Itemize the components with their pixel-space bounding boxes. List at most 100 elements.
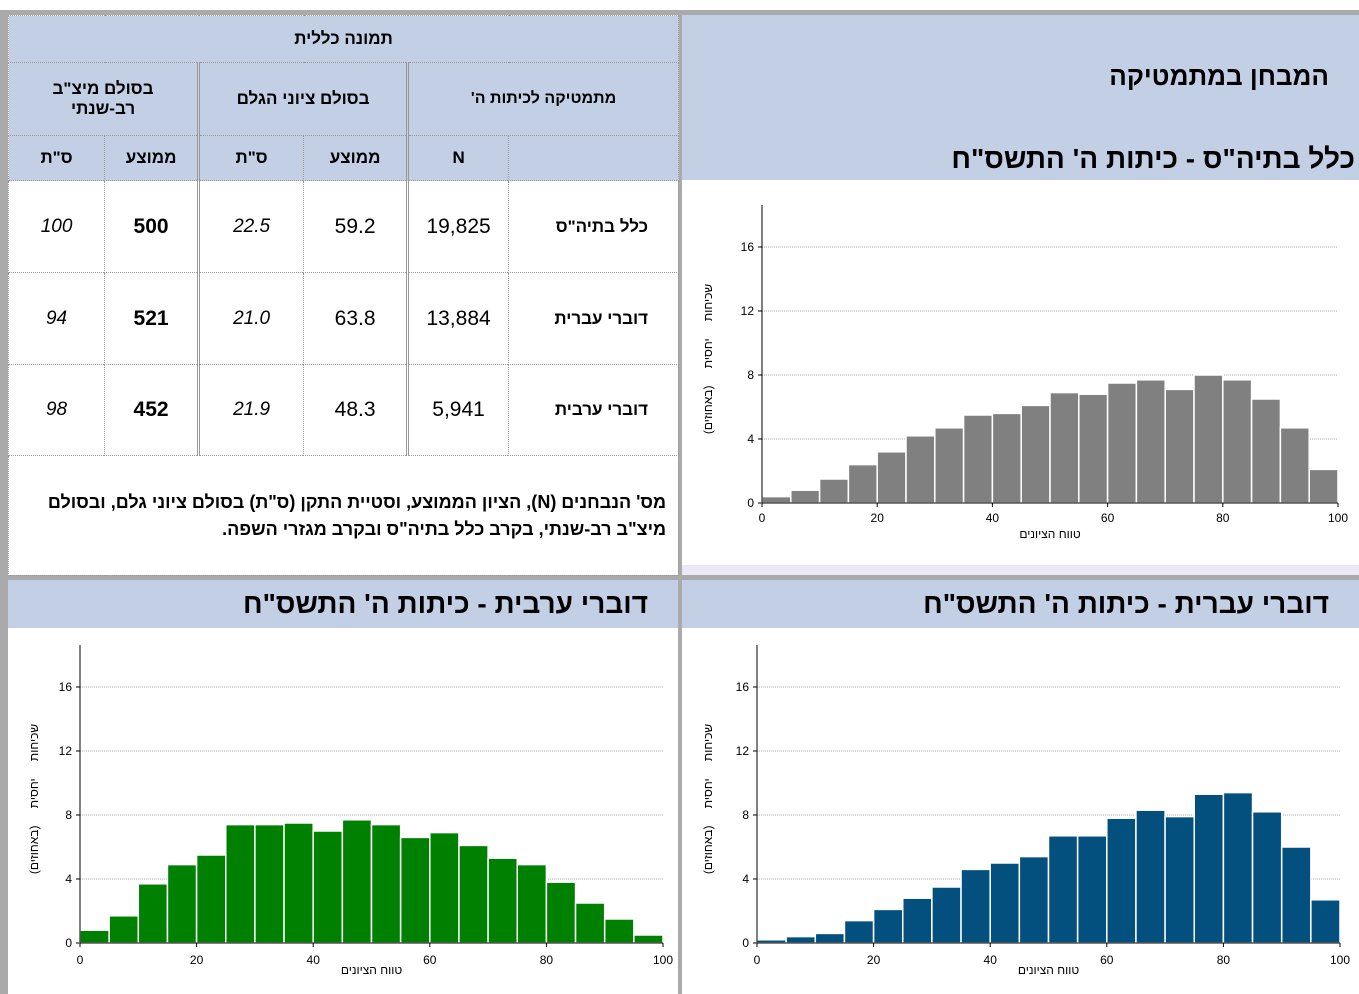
bar xyxy=(429,831,460,944)
table-cell: 5,941 xyxy=(407,364,510,456)
x-tick-label: 40 xyxy=(307,953,321,967)
row-label: דוברי ערבית xyxy=(508,364,680,456)
bar xyxy=(761,495,792,504)
bar xyxy=(934,427,965,504)
divider xyxy=(678,10,682,994)
y-tick-label: 4 xyxy=(747,432,754,446)
table-row: דוברי ערבית 5,941 48.3 21.9 452 98 xyxy=(7,364,680,456)
table-cell: 22.5 xyxy=(198,180,305,273)
bar xyxy=(1310,899,1341,944)
bar xyxy=(1308,468,1339,504)
y-tick-label: 8 xyxy=(747,368,754,382)
table-cell: 59.2 xyxy=(303,180,410,273)
strip xyxy=(682,565,1359,575)
bar xyxy=(545,881,577,944)
bar xyxy=(931,886,962,944)
bar xyxy=(902,897,933,944)
group-header: בסולם ציוני הגלם xyxy=(198,62,410,136)
bar xyxy=(487,857,519,944)
x-tick-label: 60 xyxy=(423,953,437,967)
bar xyxy=(905,435,936,504)
table-cell: 500 xyxy=(104,180,201,273)
bar xyxy=(108,915,140,944)
x-tick-label: 20 xyxy=(871,511,885,525)
bar xyxy=(847,463,878,504)
y-tick-label: 4 xyxy=(65,872,72,886)
bar xyxy=(818,478,850,504)
x-tick-label: 20 xyxy=(190,953,204,967)
y-axis-label: שכיחות יחסית (באחוזים) xyxy=(701,284,715,435)
y-tick-label: 8 xyxy=(65,808,72,822)
y-tick-label: 16 xyxy=(741,240,755,254)
left-border xyxy=(0,10,8,994)
h-divider xyxy=(8,575,1359,580)
bar xyxy=(876,451,907,504)
bar xyxy=(1222,379,1253,504)
table-title: תמונה כללית xyxy=(7,15,680,63)
y-tick-label: 12 xyxy=(741,304,755,318)
x-tick-label: 100 xyxy=(653,953,673,967)
y-tick-label: 0 xyxy=(65,936,72,950)
summary-table: תמונה כללית מתמטיקה לכיתות ה' בסולם ציונ… xyxy=(7,15,680,576)
bar xyxy=(312,830,344,944)
col-header: ממוצע xyxy=(104,135,201,181)
bar xyxy=(633,934,664,944)
header-band: דוברי ערבית - כיתות ה' התשס"ח xyxy=(8,580,678,628)
x-tick-label: 0 xyxy=(754,953,761,967)
bar xyxy=(814,932,846,944)
x-tick-label: 0 xyxy=(77,953,84,967)
x-tick-label: 20 xyxy=(867,953,881,967)
bar xyxy=(225,823,256,944)
table-cell: 21.9 xyxy=(198,364,305,456)
bar xyxy=(962,414,994,504)
y-tick-label: 0 xyxy=(742,936,749,950)
x-tick-label: 80 xyxy=(1216,511,1230,525)
bar xyxy=(1280,846,1312,944)
x-tick-label: 80 xyxy=(540,953,554,967)
bar xyxy=(1135,379,1166,504)
table-note: מס' הנבחנים (N), הציון הממוצע, וסטיית הת… xyxy=(7,455,680,576)
chart-title: כלל בתיה"ס - כיתות ה' התשס"ח xyxy=(951,143,1355,174)
bar xyxy=(1279,427,1310,504)
y-tick-label: 16 xyxy=(59,680,73,694)
bar xyxy=(1018,855,1050,944)
table-row: דוברי עברית 13,884 63.8 21.0 521 94 xyxy=(7,272,680,365)
table-cell: 21.0 xyxy=(198,272,305,365)
blank-cell xyxy=(508,135,680,181)
y-tick-label: 12 xyxy=(736,744,750,758)
bar xyxy=(872,908,904,944)
table-cell: 452 xyxy=(104,364,201,456)
table-panel: תמונה כללית מתמטיקה לכיתות ה' בסולם ציונ… xyxy=(7,15,680,576)
col-header: N xyxy=(407,135,510,181)
bar xyxy=(283,822,314,944)
bar xyxy=(137,883,169,944)
bar xyxy=(1193,793,1225,944)
bar xyxy=(1164,388,1195,504)
x-tick-label: 40 xyxy=(986,511,1000,525)
x-tick-label: 80 xyxy=(1217,953,1231,967)
bar xyxy=(1106,382,1138,504)
y-axis-label: שכיחות יחסית (באחוזים) xyxy=(27,724,41,875)
x-axis-label: טווח הציונים xyxy=(341,963,403,977)
chart: 0 4 8 12 16 0 20 40 60 80 100 טווח הציונים שכיחות יח… xyxy=(701,645,1350,977)
y-tick-label: 8 xyxy=(742,808,749,822)
chart: 0 4 8 12 16 0 20 40 60 80 100 טווח הציונים שכיחות יח… xyxy=(27,645,673,977)
x-tick-label: 100 xyxy=(1328,511,1348,525)
y-tick-label: 12 xyxy=(59,744,73,758)
bar xyxy=(254,823,285,944)
x-tick-label: 100 xyxy=(1330,953,1350,967)
bar xyxy=(1047,835,1079,944)
bar xyxy=(516,863,548,944)
bar xyxy=(1106,817,1137,944)
x-tick-label: 40 xyxy=(984,953,998,967)
bar xyxy=(1078,393,1109,504)
bar xyxy=(790,489,821,504)
bar xyxy=(1076,835,1108,944)
bar xyxy=(1222,791,1254,944)
bar xyxy=(1020,404,1051,504)
table-cell: 19,825 xyxy=(407,180,510,273)
bar xyxy=(843,919,875,944)
x-axis-label: טווח הציונים xyxy=(1018,963,1080,977)
x-axis-label: טווח הציונים xyxy=(1019,527,1081,541)
